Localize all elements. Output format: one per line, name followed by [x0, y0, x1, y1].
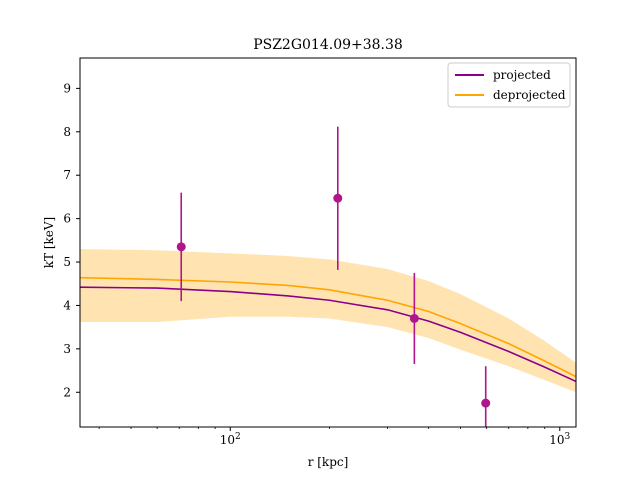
x-axis-label: r [kpc] — [308, 455, 349, 469]
series-line-1 — [79, 276, 577, 378]
y-tick-label-6: 8 — [63, 125, 71, 139]
chart-title: PSZ2G014.09+38.38 — [253, 37, 403, 53]
y-tick-label-3: 5 — [63, 255, 71, 269]
band-layer — [80, 249, 576, 393]
y-tick-label-7: 9 — [63, 81, 71, 95]
x-axis: 102 103 — [98, 427, 571, 447]
y-tick-label-0: 2 — [63, 385, 71, 399]
y-tick-label-2: 4 — [63, 298, 71, 312]
confidence-band-1 — [80, 249, 576, 393]
legend-label-projected: projected — [493, 68, 551, 82]
data-point-2 — [409, 313, 419, 323]
points-layer — [176, 126, 491, 427]
y-tick-label-4: 6 — [63, 212, 71, 226]
data-point-0 — [176, 242, 186, 252]
x-tick-label-0: 102 — [220, 432, 241, 447]
data-point-1 — [333, 193, 343, 203]
legend-label-deprojected: deprojected — [493, 88, 566, 102]
y-axis: 2 3 4 5 6 7 8 9 — [63, 81, 80, 399]
legend: projected deprojected — [447, 62, 571, 108]
x-tick-label-1: 103 — [549, 432, 570, 447]
y-axis-label: kT [keV] — [42, 217, 56, 269]
y-tick-label-5: 7 — [63, 168, 71, 182]
series-line-0 — [79, 286, 577, 383]
line-layer — [79, 276, 577, 383]
plot-frame — [79, 57, 577, 428]
data-point-3 — [481, 398, 491, 408]
y-tick-label-1: 3 — [63, 342, 71, 356]
